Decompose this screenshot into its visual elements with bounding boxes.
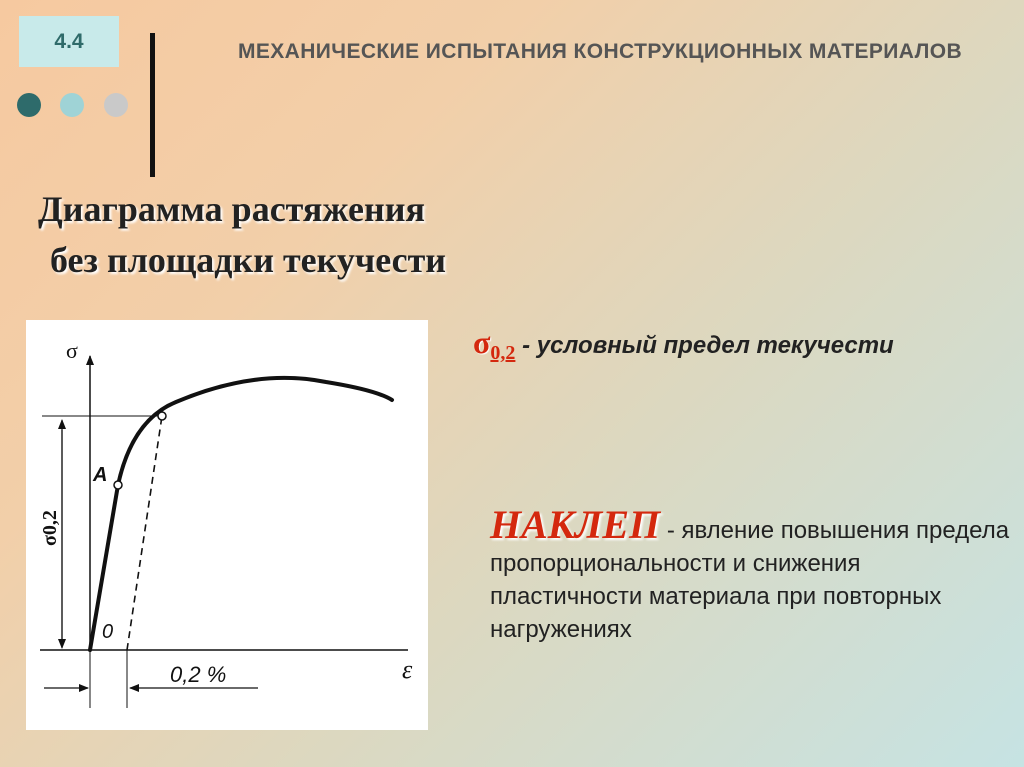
yield-strength-label: σ0,2 xyxy=(39,510,61,546)
diagram-svg: σ ε A 0 0,2 % σ0,2 xyxy=(39,338,413,708)
stress-strain-curve xyxy=(88,375,394,652)
subtitle-line-1: Диаграмма растяжения xyxy=(38,189,425,229)
naklep-definition: НАКЛЕП - явление повышения предела пропо… xyxy=(490,505,1010,646)
slide-number: 4.4 xyxy=(54,29,84,53)
point-a-label: A xyxy=(92,464,107,486)
x-axis-label: ε xyxy=(402,655,413,684)
sigma-symbol: σ xyxy=(473,324,491,360)
naklep-text: - явление повышения предела пропорционал… xyxy=(490,517,1010,643)
offset-line xyxy=(126,415,163,651)
slide-title: МЕХАНИЧЕСКИЕ ИСПЫТАНИЯ КОНСТРУКЦИОННЫХ М… xyxy=(237,40,963,63)
y-axis-label: σ xyxy=(66,338,78,363)
dot-dark-icon xyxy=(17,93,41,117)
dot-light-icon xyxy=(60,93,84,117)
naklep-term: НАКЛЕП xyxy=(490,502,661,547)
dot-gray-icon xyxy=(104,93,128,117)
subtitle-line-2: без площадки текучести xyxy=(50,240,447,280)
yield-definition: σ0,2 - условный предел текучести xyxy=(473,324,894,365)
yield-point-marker xyxy=(157,411,167,421)
stress-strain-diagram: σ ε A 0 0,2 % σ0,2 xyxy=(26,320,428,730)
origin-label: 0 xyxy=(102,621,113,643)
slide-number-badge: 4.4 xyxy=(19,16,119,67)
point-a-marker xyxy=(113,480,123,490)
sigma-subscript: 0,2 xyxy=(490,342,516,364)
yield-definition-text: - условный предел текучести xyxy=(515,332,894,359)
offset-label: 0,2 % xyxy=(170,662,226,687)
header-divider xyxy=(150,33,155,177)
